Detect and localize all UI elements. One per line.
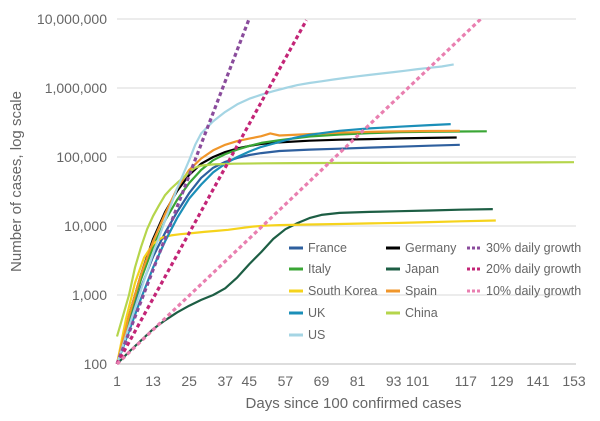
x-axis-title: Days since 100 confirmed cases: [246, 395, 462, 412]
legend-label-uk: UK: [308, 306, 326, 320]
x-tick-label: 13: [145, 373, 161, 389]
x-tick-label: 1: [113, 373, 121, 389]
x-tick-label: 45: [242, 373, 258, 389]
y-tick-label: 100: [84, 356, 108, 372]
legend-label-south-korea: South Korea: [308, 284, 378, 298]
x-tick-label: 81: [350, 373, 366, 389]
y-axis-title: Number of cases, log scale: [8, 91, 25, 272]
series-lines: [115, 19, 575, 366]
x-tick-label: 117: [455, 373, 478, 389]
y-tick-label: 1,000: [72, 287, 107, 303]
legend-label-germany: Germany: [405, 241, 457, 255]
x-tick-label: 69: [314, 373, 330, 389]
x-tick-label: 93: [386, 373, 402, 389]
series-line-china: [115, 161, 575, 337]
legend-label-us: US: [308, 328, 325, 342]
legend-label-japan: Japan: [405, 262, 439, 276]
x-tick-label: 101: [406, 373, 430, 389]
y-tick-label: 10,000: [64, 218, 107, 234]
x-tick-label: 25: [181, 373, 197, 389]
legend-label-france: France: [308, 241, 347, 255]
legend-label-30-daily-growth: 30% daily growth: [486, 241, 581, 255]
y-tick-label: 1,000,000: [45, 80, 107, 96]
legend-label-10-daily-growth: 10% daily growth: [486, 284, 581, 298]
legend-label-italy: Italy: [308, 262, 332, 276]
x-tick-label: 129: [490, 373, 514, 389]
series-line-us: [115, 63, 454, 365]
legend-label-spain: Spain: [405, 284, 437, 298]
series-line-japan: [116, 208, 493, 365]
y-axis-ticks: 100 1,000 10,000 100,000 1,000,000 10,000,000: [37, 11, 107, 372]
series-line-spain: [115, 129, 460, 365]
legend: France Italy South Korea UK US Germany Japan Sp…: [289, 241, 581, 342]
legend-label-china: China: [405, 306, 438, 320]
x-tick-label: 57: [278, 373, 294, 389]
y-tick-label: 10,000,000: [37, 11, 107, 27]
series-line-30-daily-growth: [115, 19, 251, 365]
x-tick-label: 37: [217, 373, 233, 389]
series-line-uk: [115, 123, 451, 365]
x-tick-label: 141: [526, 373, 550, 389]
y-tick-label: 100,000: [56, 149, 107, 165]
legend-label-20-daily-growth: 20% daily growth: [486, 262, 581, 276]
x-tick-label: 153: [562, 373, 586, 389]
x-axis-ticks: 1 13 25 37 45 57 69 81 93 101 117 129 141 153: [113, 373, 586, 389]
series-line-20-daily-growth: [115, 19, 308, 365]
